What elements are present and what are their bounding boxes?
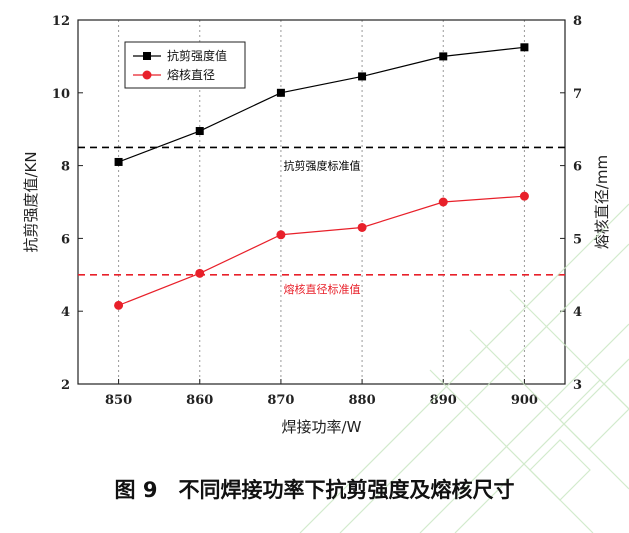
data-point (195, 268, 205, 278)
data-point (520, 43, 529, 52)
y-right-axis-title: 熔核直径/mm (593, 155, 611, 249)
data-point (358, 72, 367, 81)
x-tick-label: 850 (105, 393, 132, 408)
x-tick-label: 880 (349, 393, 376, 408)
legend-label: 抗剪强度值 (167, 48, 227, 63)
data-point (519, 191, 529, 201)
x-tick-label: 860 (186, 393, 213, 408)
y-left-axis-title: 抗剪强度值/KN (22, 151, 40, 252)
data-point (276, 88, 285, 97)
y-left-tick-label: 10 (52, 87, 70, 102)
legend-marker (142, 70, 152, 80)
y-left-tick-label: 6 (61, 232, 70, 247)
y-right-tick-label: 7 (573, 87, 582, 102)
figure-caption: 图 9 不同焊接功率下抗剪强度及熔核尺寸 (114, 478, 515, 502)
y-right-tick-label: 3 (573, 378, 582, 393)
y-right-tick-label: 4 (573, 305, 582, 320)
y-right-tick-label: 8 (573, 14, 582, 29)
reference-line-label: 熔核直径标准值 (284, 282, 361, 296)
x-tick-label: 890 (430, 393, 457, 408)
legend-marker (143, 52, 151, 60)
legend-box (124, 41, 246, 89)
x-axis-title: 焊接功率/W (282, 418, 362, 436)
legend-label: 熔核直径 (167, 67, 215, 82)
data-point (439, 52, 448, 61)
data-point (195, 127, 204, 136)
reference-line-label: 抗剪强度标准值 (284, 158, 361, 172)
y-left-tick-label: 2 (61, 378, 70, 393)
y-right-tick-label: 6 (573, 160, 582, 175)
data-point (357, 222, 367, 232)
data-point (114, 157, 123, 166)
y-left-tick-label: 4 (61, 305, 70, 320)
x-tick-label: 900 (511, 393, 538, 408)
chart: 2 4 6 8 10 12 3 4 5 6 7 8 850 860 870 880 890 900 焊接功率/W 抗剪… (22, 14, 611, 436)
data-point (114, 300, 124, 310)
y-right-tick-label: 5 (573, 232, 582, 247)
data-point (276, 230, 286, 240)
series-line (118, 46, 525, 163)
y-left-tick-label: 8 (61, 160, 70, 175)
x-tick-label: 870 (267, 393, 294, 408)
y-left-tick-label: 12 (52, 14, 70, 29)
data-point (438, 197, 448, 207)
